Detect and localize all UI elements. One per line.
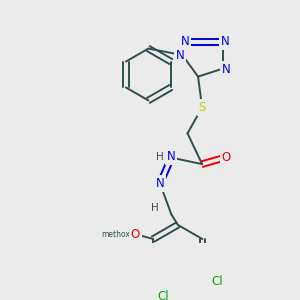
Text: methoxy: methoxy <box>101 230 134 239</box>
Text: O: O <box>222 151 231 164</box>
Text: H: H <box>151 203 159 213</box>
Text: Cl: Cl <box>211 275 223 288</box>
Text: N: N <box>181 35 190 48</box>
Text: N: N <box>176 49 184 62</box>
Text: N: N <box>221 35 230 48</box>
Text: Cl: Cl <box>158 290 169 300</box>
Text: N: N <box>156 177 164 190</box>
Text: N: N <box>221 63 230 76</box>
Text: O: O <box>131 229 140 242</box>
Text: H: H <box>156 152 164 162</box>
Text: S: S <box>198 101 206 114</box>
Text: N: N <box>167 150 176 163</box>
